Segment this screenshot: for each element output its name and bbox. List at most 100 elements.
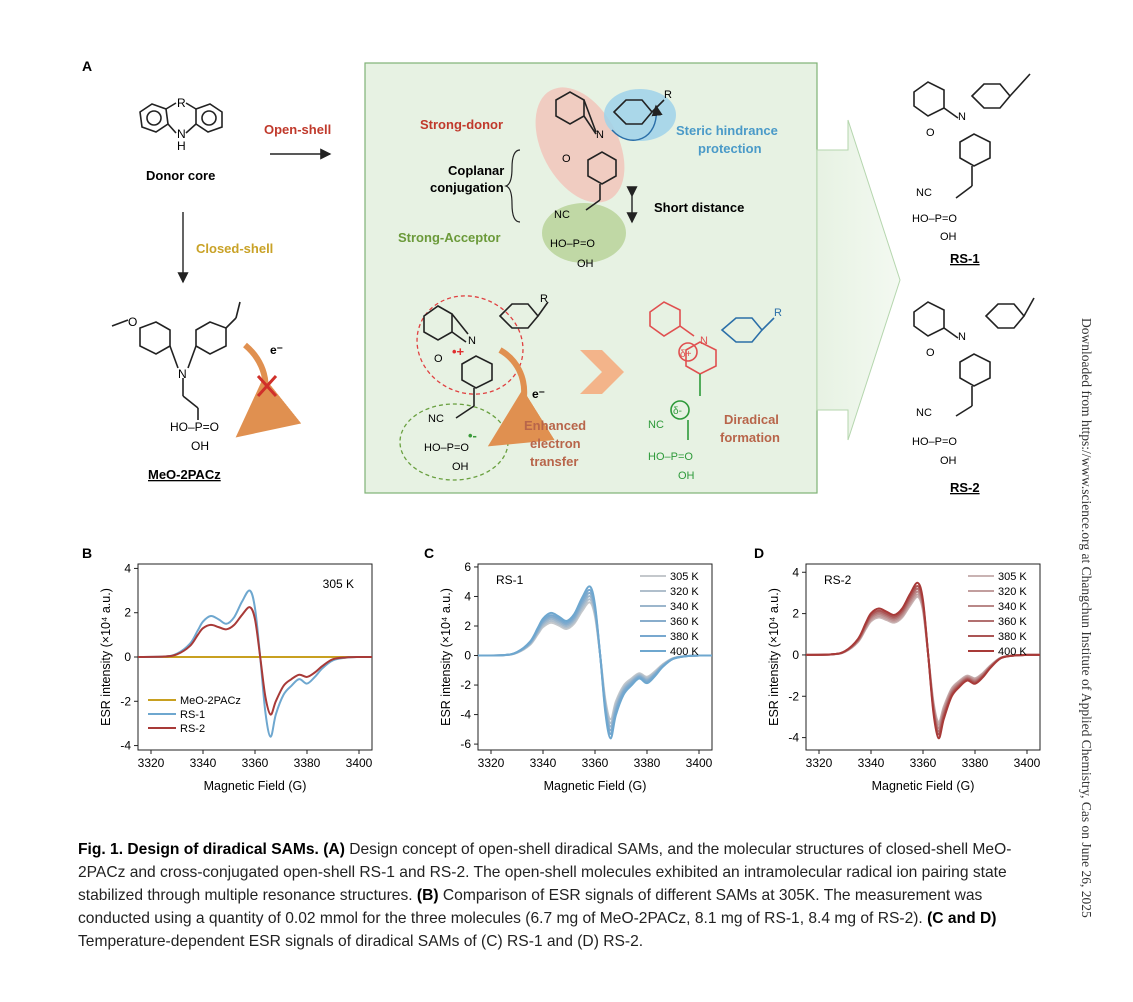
donor-core-N: N (177, 127, 186, 141)
chart-c-annotation: RS-1 (496, 573, 524, 587)
donor-core-label: Donor core (146, 168, 215, 183)
chart-b-ytick-label: 0 (124, 650, 131, 664)
enhanced-label-2: electron (530, 436, 581, 451)
caption-part-cd-text: Temperature-dependent ESR signals of dir… (78, 933, 644, 950)
diradical-NC: NC (648, 419, 664, 431)
diradical-molecule-structure (649, 301, 775, 440)
lower-left-molecule-structure (423, 301, 549, 419)
rs1-HO-P: HO–P=O (912, 213, 957, 225)
short-distance-label: Short distance (654, 200, 744, 215)
chart-d-ytick-label: 0 (792, 648, 799, 662)
diradical-HO-P: HO–P=O (648, 451, 693, 463)
chart-d-ytick-label: -4 (788, 731, 799, 745)
meo-N: N (178, 367, 187, 381)
top-HO-P: HO–P=O (550, 238, 595, 250)
blocked-cross-icon (256, 374, 278, 398)
chart-c-xtick-label: 3320 (478, 756, 505, 770)
donor-core-R: R (177, 96, 186, 110)
diradical-R: R (774, 307, 782, 319)
chart-d-ylabel: ESR intensity (×10⁴ a.u.) (767, 588, 781, 726)
chart-d-legend-label: 400 K (998, 646, 1027, 658)
chart-c-ytick-label: 0 (464, 649, 471, 663)
enhanced-label-3: transfer (530, 454, 578, 469)
panel-a: A R N H Donor core Open-shell Closed-she… (82, 58, 1035, 495)
ll-R: R (540, 293, 548, 305)
chart-c-ytick-label: 2 (464, 619, 471, 633)
ll-O: O (434, 353, 443, 365)
chart-b-legend-label: MeO-2PACz (180, 695, 241, 707)
diradical-delta-plus: δ+ (680, 349, 692, 360)
closed-shell-label: Closed-shell (196, 241, 273, 256)
rs2-label: RS-2 (950, 480, 980, 495)
diradical-delta-minus: δ- (673, 406, 682, 417)
chart-c-xtick-label: 3380 (634, 756, 661, 770)
top-OH: OH (577, 258, 594, 270)
panel-a-letter: A (82, 58, 92, 74)
chart-b-xlabel: Magnetic Field (G) (204, 779, 307, 793)
panel-c-letter: C (424, 545, 434, 561)
chart-c-xtick-label: 3340 (530, 756, 557, 770)
steric-label-2: protection (698, 141, 762, 156)
caption-part-b-text: Comparison of ESR signals of different S… (78, 887, 983, 927)
chart-b-annotation: 305 K (323, 577, 354, 591)
chart-c-legend-label: 360 K (670, 616, 699, 628)
donor-core-H: H (177, 139, 186, 153)
chart-d-ytick-label: -2 (788, 689, 799, 703)
chart-d-xtick-label: 3340 (858, 756, 885, 770)
rs1-structure (913, 73, 1031, 199)
chart-c-legend-label: 380 K (670, 631, 699, 643)
chart-d-xtick-label: 3320 (806, 756, 833, 770)
chart-c-ylabel: ESR intensity (×10⁴ a.u.) (439, 588, 453, 726)
steric-highlight (604, 89, 676, 141)
meo-electron-arrow (235, 342, 302, 438)
caption-part-cd-label: (C and D) (927, 910, 997, 927)
ll-HO-P: HO–P=O (424, 442, 469, 454)
chart-c-legend-label: 320 K (670, 586, 699, 598)
diradical-OH: OH (678, 470, 695, 482)
ll-OH: OH (452, 461, 469, 473)
caption-part-b-label: (B) (416, 887, 439, 904)
rs2-N: N (958, 331, 966, 343)
caption-title: Fig. 1. Design of diradical SAMs. (78, 841, 319, 858)
meo-2pacz-structure (111, 301, 241, 420)
chart-b-ytick-label: 2 (124, 606, 131, 620)
chart-b-legend-label: RS-1 (180, 709, 205, 721)
chart-d-xtick-label: 3360 (910, 756, 937, 770)
rs2-NC: NC (916, 407, 932, 419)
panel-b-letter: B (82, 545, 92, 561)
chart-d-legend-label: 320 K (998, 586, 1027, 598)
meo-O-left: O (128, 315, 137, 329)
donor-core-structure (139, 102, 223, 134)
panel-d-letter: D (754, 545, 764, 561)
strong-acceptor-label: Strong-Acceptor (398, 230, 501, 245)
rotation-arrow (611, 104, 663, 141)
chart-c-legend-label: 400 K (670, 646, 699, 658)
chart-d-legend-label: 380 K (998, 631, 1027, 643)
chart-b-xtick-label: 3340 (190, 756, 217, 770)
rs1-O: O (926, 127, 935, 139)
meo-HO: HO–P=O (170, 420, 219, 434)
chart-b-xtick-label: 3400 (346, 756, 373, 770)
diradical-label-2: formation (720, 430, 780, 445)
chart-b-xtick-label: 3360 (242, 756, 269, 770)
rs1-NC: NC (916, 187, 932, 199)
chart-d-xtick-label: 3380 (962, 756, 989, 770)
chart-d-annotation: RS-2 (824, 573, 852, 587)
chart-d-legend-label: 305 K (998, 571, 1027, 583)
top-O: O (562, 153, 571, 165)
chart-b-xtick-label: 3380 (294, 756, 321, 770)
open-shell-label: Open-shell (264, 122, 331, 137)
chart-d-legend-label: 340 K (998, 601, 1027, 613)
ll-N: N (468, 335, 476, 347)
chart-b-ytick-label: -2 (120, 694, 131, 708)
ll-electron-label: e⁻ (532, 387, 545, 401)
chart-d-xtick-label: 3400 (1014, 756, 1041, 770)
chart-b-ytick-label: -4 (120, 739, 131, 753)
diradical-label-1: Diradical (724, 412, 779, 427)
chart-d-ytick-label: 2 (792, 607, 799, 621)
chart-d-legend-label: 360 K (998, 616, 1027, 628)
chart-d-series-400-k (805, 581, 1041, 740)
chart-c-ytick-label: -4 (460, 708, 471, 722)
chart-b-series-rs-2 (137, 606, 373, 716)
rs2-HO-P: HO–P=O (912, 436, 957, 448)
